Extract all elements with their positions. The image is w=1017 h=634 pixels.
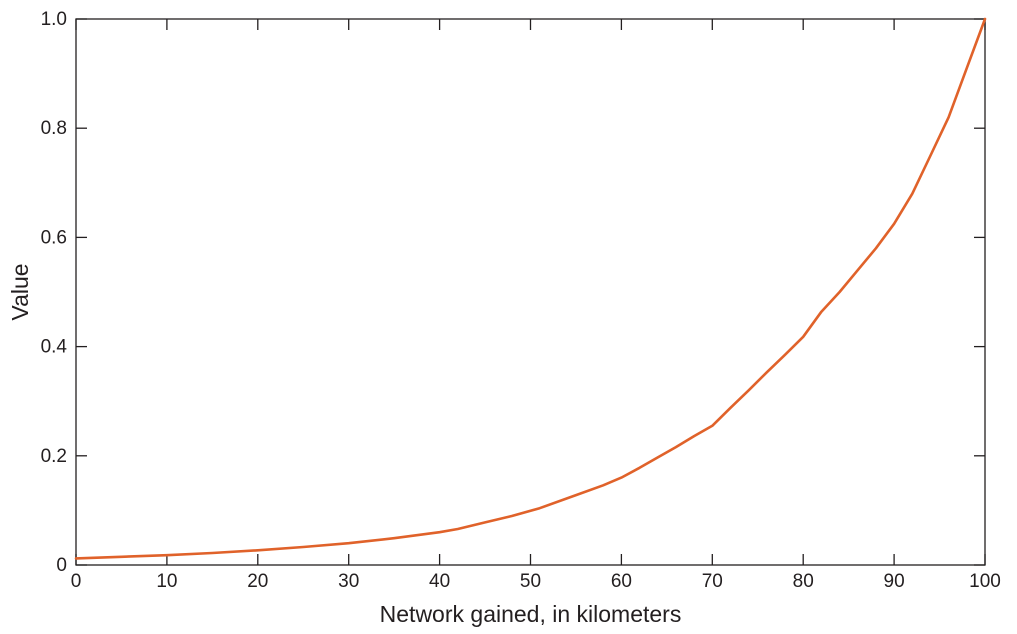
plot-area xyxy=(75,18,986,566)
y-axis-title: Value xyxy=(7,263,33,320)
x-tick-label: 50 xyxy=(520,571,541,592)
y-tick-label: 0 xyxy=(56,555,67,576)
y-tick-label: 1.0 xyxy=(41,9,67,30)
x-axis-title: Network gained, in kilometers xyxy=(380,601,682,627)
x-tick-label: 70 xyxy=(702,571,723,592)
x-tick-label: 60 xyxy=(611,571,632,592)
y-axis: 0 0.2 0.4 0.6 0.8 1.0 xyxy=(41,9,985,576)
series-layer xyxy=(74,17,987,560)
x-tick-label: 10 xyxy=(156,571,177,592)
x-tick-label: 20 xyxy=(247,571,268,592)
x-axis: 0 10 20 30 40 50 60 70 80 90 100 xyxy=(71,19,1001,592)
x-tick-label: 80 xyxy=(793,571,814,592)
x-tick-label: 40 xyxy=(429,571,450,592)
y-tick-label: 0.6 xyxy=(41,227,67,248)
series-line xyxy=(74,17,987,560)
x-tick-label: 90 xyxy=(884,571,905,592)
plot-border xyxy=(75,18,986,566)
y-tick-label: 0.2 xyxy=(41,446,67,467)
x-tick-label: 100 xyxy=(969,571,1001,592)
x-tick-label: 0 xyxy=(71,571,82,592)
y-tick-label: 0.4 xyxy=(41,337,68,358)
y-tick-label: 0.8 xyxy=(41,118,67,139)
x-tick-label: 30 xyxy=(338,571,359,592)
